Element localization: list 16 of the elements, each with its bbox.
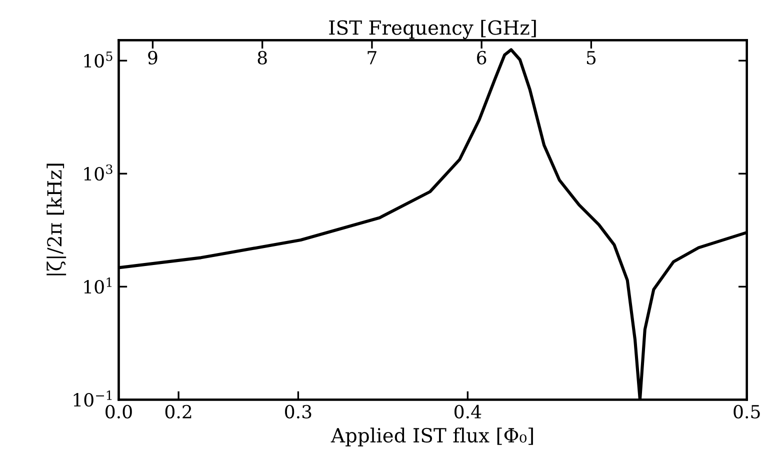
x2-tick-label: 7: [368, 51, 376, 64]
x-tick-label: 0.4: [454, 404, 482, 419]
x2-axis-title: IST Frequency [GHz]: [329, 20, 536, 39]
x2-tick-label: 8: [258, 50, 267, 64]
x-tick-label: 0.5: [734, 404, 760, 419]
x-tick-label: 0.0: [106, 404, 132, 419]
x2-tick-label: 5: [586, 51, 596, 64]
x-axis-title: Applied IST flux [Φ₀]: [330, 428, 533, 446]
x-tick-label: 0.2: [165, 404, 192, 419]
y-tick-label: 10$^{5}$: [84, 52, 112, 68]
y-axis-title: |ζ|/2π [kHz]: [46, 164, 66, 276]
y-tick-label: 10$^{1}$: [84, 277, 112, 294]
x2-tick-label: 9: [148, 50, 158, 64]
y-tick-label: 10$^{3}$: [84, 164, 112, 181]
x-tick-label: 0.3: [285, 404, 312, 419]
x2-tick-label: 6: [477, 50, 486, 64]
